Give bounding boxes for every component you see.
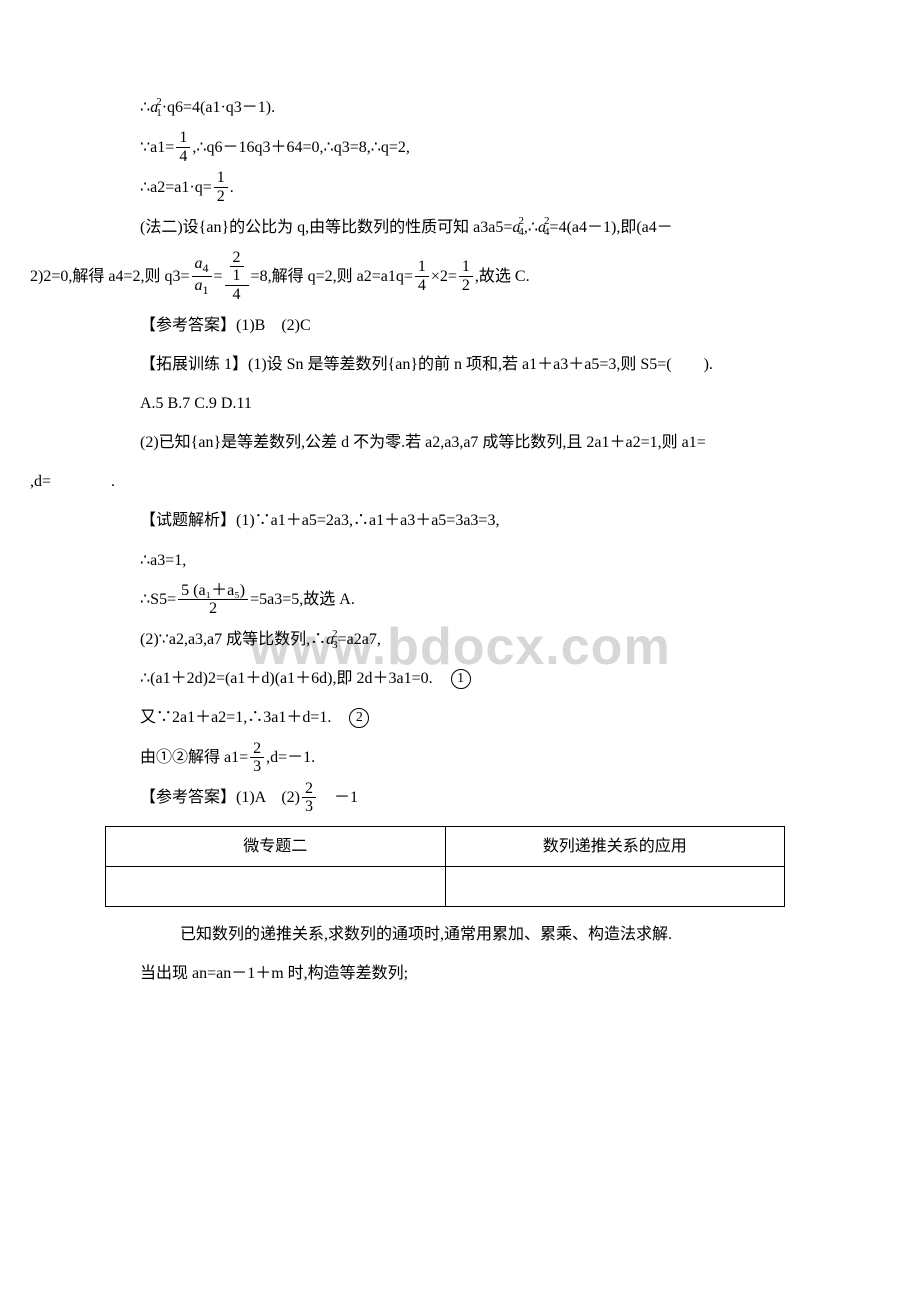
text: －1 bbox=[318, 780, 358, 815]
text: = bbox=[214, 259, 223, 294]
text: =8,解得 q=2,则 a2=a1q= bbox=[251, 259, 413, 294]
fraction: 2 1 4 bbox=[225, 249, 249, 304]
paragraph: ∴ a 2 1 ·q6=4(a1·q3－1). bbox=[140, 90, 890, 125]
fraction: 5 (a₁＋a₅) 2 bbox=[178, 582, 248, 618]
paragraph: 2)2=0,解得 a4=2,则 q3= a4 a1 = 2 1 4 =8,解得 … bbox=[30, 249, 890, 304]
numerator: 2 bbox=[302, 780, 316, 799]
fraction: 2 3 bbox=[250, 740, 264, 776]
paragraph: 当出现 an=an－1＋m 时,构造等差数列; bbox=[140, 956, 890, 991]
text: . bbox=[230, 170, 234, 205]
text: ∴ bbox=[140, 90, 150, 125]
denominator: 2 bbox=[206, 600, 220, 618]
table-cell bbox=[445, 866, 785, 906]
text: 2)2=0,解得 a4=2,则 q3= bbox=[30, 259, 190, 294]
denominator: 2 bbox=[214, 188, 228, 206]
text: 【试题解析】(1)∵a1＋a5=2a3,∴a1＋a3＋a5=3a3=3, bbox=[140, 503, 499, 538]
text: =4(a4－1),即(a4－ bbox=[550, 210, 673, 245]
text: ,∴q6－16q3＋64=0,∴q3=8,∴q=2, bbox=[192, 130, 410, 165]
paragraph: 【参考答案】(1)B (2)C bbox=[140, 308, 890, 343]
text: 当出现 an=an－1＋m 时,构造等差数列; bbox=[140, 956, 408, 991]
paragraph: (2)已知{an}是等差数列,公差 d 不为零.若 a2,a3,a7 成等比数列… bbox=[140, 425, 890, 460]
paragraph: ∴a3=1, bbox=[140, 543, 890, 578]
text: ,故选 C. bbox=[475, 259, 530, 294]
text: 又∵2a1＋a2=1,∴3a1＋d=1. bbox=[140, 700, 347, 735]
fraction: 1 4 bbox=[415, 258, 429, 294]
text: =a2a7, bbox=[338, 622, 381, 657]
text: ·q6=4(a1·q3－1). bbox=[162, 90, 275, 125]
numerator: 1 bbox=[459, 258, 473, 277]
text: 【参考答案】(1)A (2) bbox=[140, 780, 300, 815]
paragraph: 【拓展训练 1】(1)设 Sn 是等差数列{an}的前 n 项和,若 a1＋a3… bbox=[140, 347, 890, 382]
paragraph: ∴a2=a1·q= 1 2 . bbox=[140, 169, 890, 205]
denominator: 2 bbox=[459, 277, 473, 295]
paragraph: ,d= . bbox=[30, 464, 890, 499]
numerator: 1 bbox=[176, 129, 190, 148]
paragraph: ∴S5= 5 (a₁＋a₅) 2 =5a3=5,故选 A. bbox=[140, 582, 890, 618]
table-cell: 微专题二 bbox=[106, 826, 446, 866]
text: ,d= bbox=[30, 464, 51, 499]
text: =5a3=5,故选 A. bbox=[250, 582, 355, 617]
paragraph: 已知数列的递推关系,求数列的通项时,通常用累加、累乘、构造法求解. bbox=[180, 917, 890, 952]
circled-number: 1 bbox=[451, 669, 471, 689]
document-content: ∴ a 2 1 ·q6=4(a1·q3－1). ∵a1= 1 4 ,∴q6－16… bbox=[30, 90, 890, 991]
denominator: a1 bbox=[192, 277, 212, 297]
fraction: 1 4 bbox=[176, 129, 190, 165]
paragraph: 【参考答案】(1)A (2) 2 3 －1 bbox=[140, 780, 890, 816]
denominator: 4 bbox=[415, 277, 429, 295]
text: 【参考答案】(1)B (2)C bbox=[140, 308, 311, 343]
denominator: 3 bbox=[250, 758, 264, 776]
text: ∴a2=a1·q= bbox=[140, 170, 212, 205]
denominator: 3 bbox=[302, 798, 316, 816]
text: (2)∵a2,a3,a7 成等比数列,∴ bbox=[140, 622, 326, 657]
text: ∵a1= bbox=[140, 130, 174, 165]
paragraph: (2)∵a2,a3,a7 成等比数列,∴ a 2 3 =a2a7, bbox=[140, 622, 890, 657]
numerator: 2 bbox=[250, 740, 264, 759]
fraction: a4 a1 bbox=[192, 255, 212, 297]
numerator: 1 bbox=[214, 169, 228, 188]
fraction: 1 2 bbox=[214, 169, 228, 205]
text: . bbox=[111, 464, 115, 499]
numerator: 1 bbox=[415, 258, 429, 277]
text: ∴a3=1, bbox=[140, 543, 186, 578]
table-cell bbox=[106, 866, 446, 906]
denominator: 4 bbox=[230, 286, 244, 304]
denominator: 4 bbox=[176, 148, 190, 166]
paragraph: A.5 B.7 C.9 D.11 bbox=[140, 386, 890, 421]
text: (2)已知{an}是等差数列,公差 d 不为零.若 a2,a3,a7 成等比数列… bbox=[140, 425, 706, 460]
table-row bbox=[106, 866, 785, 906]
paragraph: ∴(a1＋2d)2=(a1＋d)(a1＋6d),即 2d＋3a1=0. 1 bbox=[140, 661, 890, 696]
topic-table: 微专题二 数列递推关系的应用 bbox=[105, 826, 785, 907]
numerator: 2 1 bbox=[225, 249, 249, 286]
text: 由①②解得 a1= bbox=[140, 740, 248, 775]
paragraph: 由①②解得 a1= 2 3 ,d=－1. bbox=[140, 740, 890, 776]
table-cell: 数列递推关系的应用 bbox=[445, 826, 785, 866]
paragraph: ∵a1= 1 4 ,∴q6－16q3＋64=0,∴q3=8,∴q=2, bbox=[140, 129, 890, 165]
text: ×2= bbox=[431, 259, 457, 294]
text: ,∴ bbox=[524, 210, 538, 245]
numerator: 5 (a₁＋a₅) bbox=[178, 582, 248, 601]
text: 【拓展训练 1】(1)设 Sn 是等差数列{an}的前 n 项和,若 a1＋a3… bbox=[140, 347, 713, 382]
table-row: 微专题二 数列递推关系的应用 bbox=[106, 826, 785, 866]
text: ,d=－1. bbox=[266, 740, 315, 775]
text: (法二)设{an}的公比为 q,由等比数列的性质可知 a3a5= bbox=[140, 210, 512, 245]
paragraph: 【试题解析】(1)∵a1＋a5=2a3,∴a1＋a3＋a5=3a3=3, bbox=[140, 503, 890, 538]
paragraph: (法二)设{an}的公比为 q,由等比数列的性质可知 a3a5= a 2 4 ,… bbox=[140, 210, 890, 245]
numerator: a4 bbox=[192, 255, 212, 276]
fraction: 2 3 bbox=[302, 780, 316, 816]
text: ∴S5= bbox=[140, 582, 176, 617]
text: A.5 B.7 C.9 D.11 bbox=[140, 386, 252, 421]
fraction: 1 2 bbox=[459, 258, 473, 294]
text: ∴(a1＋2d)2=(a1＋d)(a1＋6d),即 2d＋3a1=0. bbox=[140, 661, 449, 696]
text: 已知数列的递推关系,求数列的通项时,通常用累加、累乘、构造法求解. bbox=[180, 917, 672, 952]
circled-number: 2 bbox=[349, 708, 369, 728]
paragraph: 又∵2a1＋a2=1,∴3a1＋d=1. 2 bbox=[140, 700, 890, 735]
